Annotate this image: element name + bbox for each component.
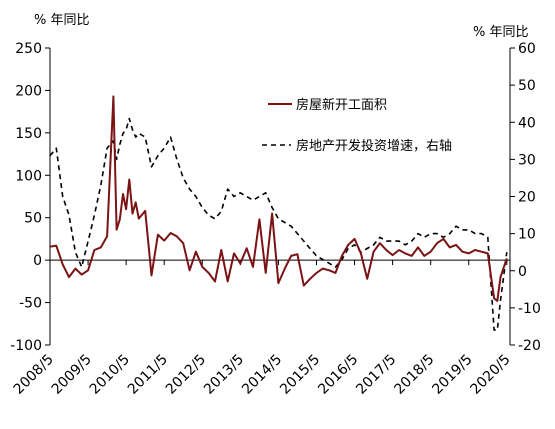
left-y-tick-label: 150 (15, 126, 42, 142)
left-y-tick-label: -50 (19, 296, 42, 312)
legend: 房屋新开工面积 房地产开发投资增速，右轴 (262, 97, 452, 154)
left-y-tick-label: 200 (15, 83, 42, 99)
x-tick-label: 2013/5 (201, 352, 247, 398)
right-y-tick-label: 60 (518, 41, 536, 57)
right-unit-label: % 年同比 (473, 25, 529, 40)
left-y-tick-label: 250 (15, 41, 42, 57)
left-y-tick-label: 0 (33, 253, 42, 269)
axes: -100-50050100150200250-20-10010203040506… (10, 41, 541, 398)
right-y-tick-label: 20 (518, 190, 536, 206)
x-tick-label: 2016/5 (315, 352, 361, 398)
series-line-1 (49, 117, 508, 331)
x-tick-label: 2019/5 (429, 352, 475, 398)
right-y-tick-label: -10 (518, 301, 541, 317)
left-y-tick-label: 100 (15, 168, 42, 184)
left-y-tick-label: -100 (10, 338, 42, 354)
right-y-tick-label: -20 (518, 338, 541, 354)
x-tick-label: 2020/5 (468, 352, 514, 398)
legend-label-new-starts: 房屋新开工面积 (296, 97, 387, 113)
x-tick-label: 2011/5 (125, 352, 171, 398)
x-tick-label: 2012/5 (163, 352, 209, 398)
left-y-tick-label: 50 (24, 211, 42, 227)
right-y-tick-label: 40 (518, 115, 536, 131)
right-y-tick-label: 30 (518, 152, 536, 168)
x-tick-label: 2009/5 (49, 352, 95, 398)
right-y-tick-label: 50 (518, 78, 536, 94)
series-layer (49, 95, 508, 331)
right-y-tick-label: 10 (518, 227, 536, 243)
x-tick-label: 2015/5 (277, 352, 323, 398)
series-line-0 (49, 95, 508, 302)
x-tick-label: 2010/5 (87, 352, 133, 398)
x-tick-label: 2008/5 (11, 352, 57, 398)
left-unit-label: % 年同比 (34, 13, 90, 28)
x-tick-label: 2017/5 (353, 352, 399, 398)
x-tick-label: 2018/5 (391, 352, 437, 398)
x-tick-label: 2014/5 (239, 352, 285, 398)
legend-label-investment: 房地产开发投资增速，右轴 (296, 138, 452, 154)
right-y-tick-label: 0 (518, 264, 527, 280)
